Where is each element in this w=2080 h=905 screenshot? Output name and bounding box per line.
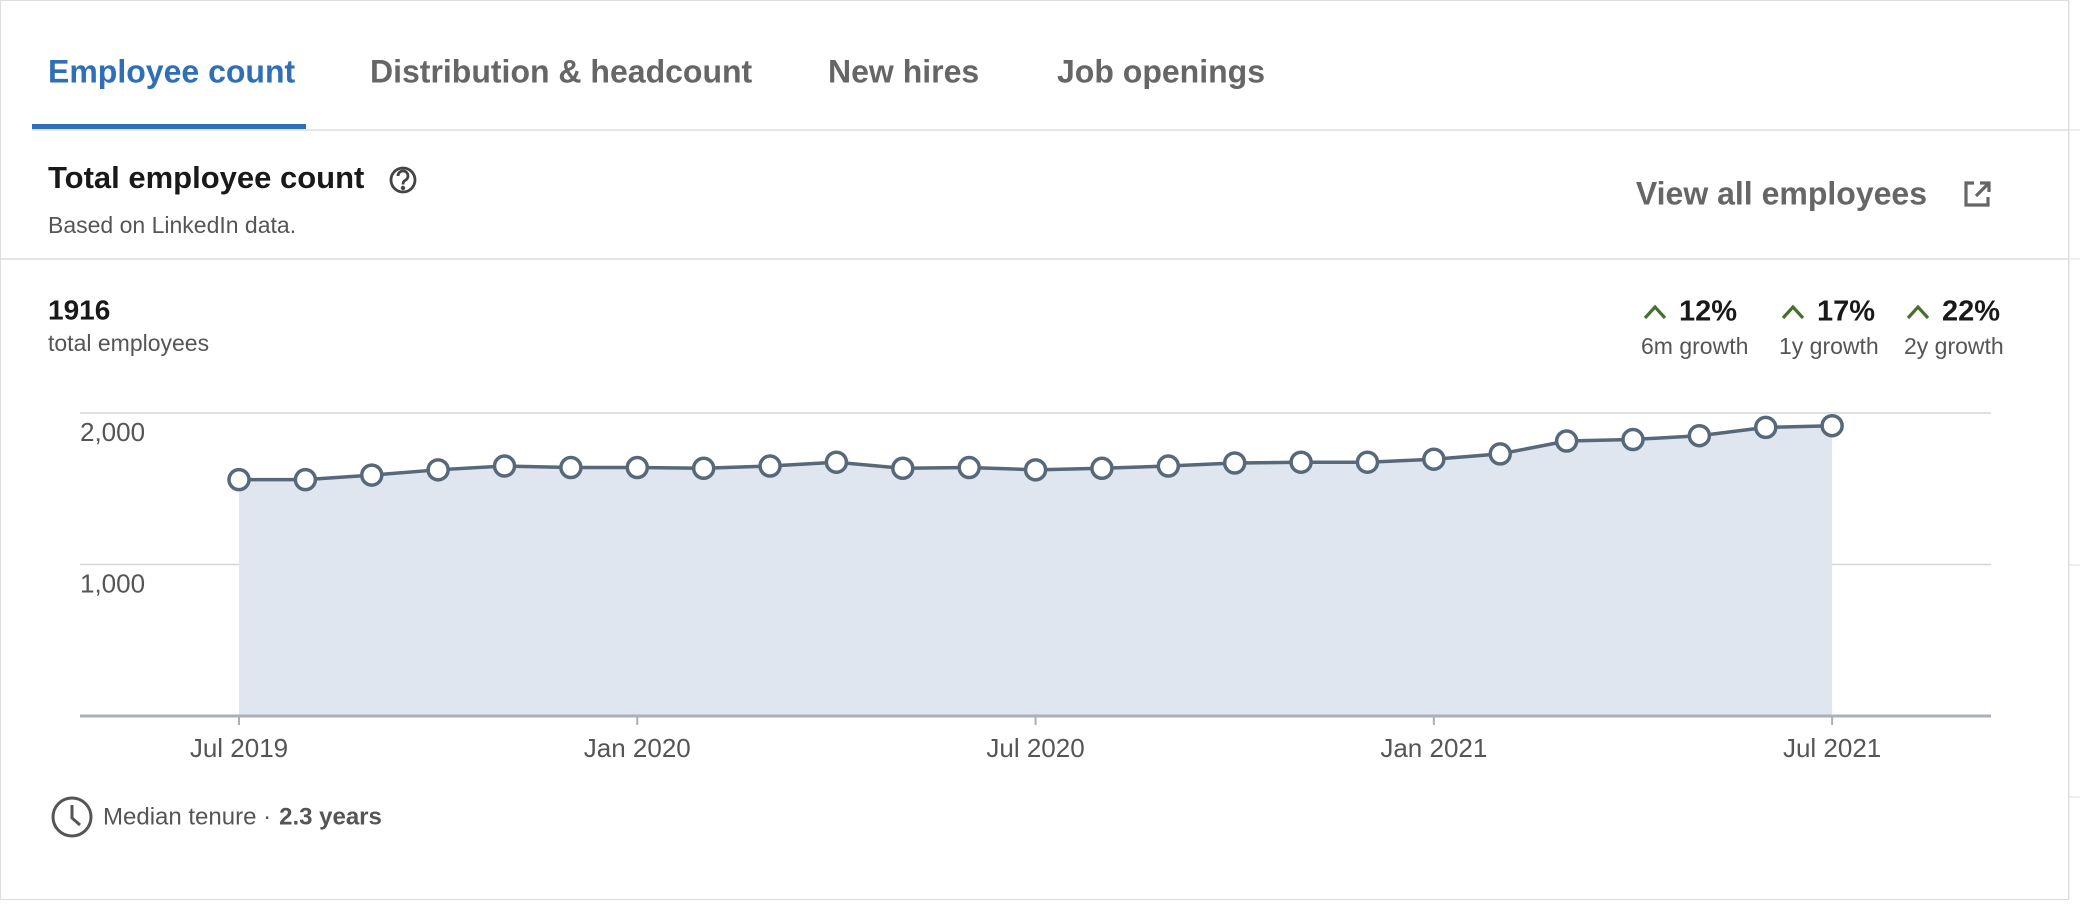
point [559,455,583,480]
growth-value: 17% [1817,296,1875,328]
tab[interactable]: Distribution & headcount [370,53,753,89]
point [1289,450,1313,474]
point [293,467,318,492]
tab[interactable]: Job openings [1057,53,1265,89]
point [625,455,650,480]
point [957,455,981,480]
view-all-link[interactable]: View all employees [1636,175,1927,211]
x-tick-label: Jul 2021 [1783,733,1881,763]
external-link-icon[interactable] [1964,181,1991,207]
tab[interactable]: Employee count [48,53,296,89]
point [1753,415,1778,440]
median-tenure-label: Median tenure · [103,803,271,830]
point [1090,456,1114,481]
growth-label: 2y growth [1904,333,2004,359]
active-tab-indicator [32,124,306,129]
point [360,463,384,487]
section-title: Total employee count [48,160,364,195]
growth-stats: 12% 6m growth 17% 1y growth 22% 2y growth [1641,296,2004,359]
total-label: total employees [48,330,209,356]
x-tick-label: Jan 2021 [1380,733,1487,763]
point [1222,451,1247,475]
point [1156,454,1181,478]
point [426,458,450,482]
point [1355,450,1380,474]
chart: 1,000 2,000 Jul 2019 Jan 2020 Jul 2020 Jan 20… [80,412,1991,763]
point [691,456,716,481]
point [1554,429,1579,453]
growth-label: 1y growth [1779,333,1879,359]
point [1422,447,1446,471]
growth-value: 22% [1942,296,2000,328]
x-tick-label: Jul 2020 [986,733,1084,763]
section-subtitle: Based on LinkedIn data. [48,212,296,238]
tab[interactable]: New hires [828,53,979,89]
growth-arrow [1906,304,1930,320]
median-tenure-value: 2.3 years [279,803,382,830]
point [1488,442,1512,466]
x-tick-label: Jan 2020 [584,733,691,763]
help-icon[interactable] [389,166,417,194]
point [1687,423,1712,448]
total-count: 1916 [48,294,110,325]
point [492,454,517,478]
clock-icon [51,796,93,838]
point [1621,427,1645,452]
point [891,456,915,481]
x-tick-label: Jul 2019 [190,733,288,763]
point [824,450,849,474]
y-tick-label: 1,000 [80,568,145,598]
point [227,467,251,492]
area [239,425,1833,716]
growth-arrow [1643,304,1667,320]
point [1023,458,1048,482]
point [758,454,782,478]
y-tick-label: 2,000 [80,417,145,447]
growth-value: 12% [1679,296,1737,328]
growth-arrow [1781,304,1805,320]
point [1820,413,1844,438]
growth-label: 6m growth [1641,333,1748,359]
